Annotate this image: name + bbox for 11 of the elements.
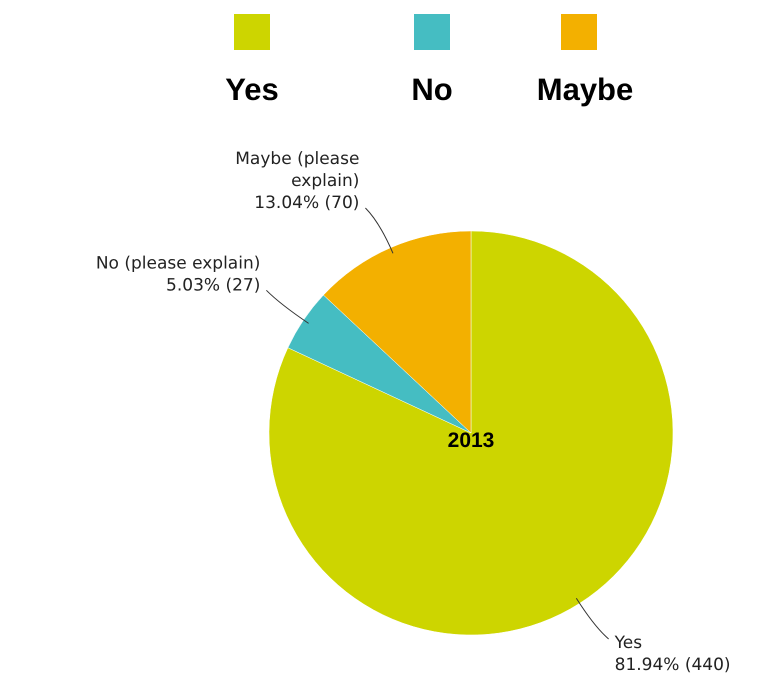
legend-label: Maybe	[536, 72, 634, 107]
pie-slice	[269, 230, 674, 635]
data-label: 81.94% (440)	[614, 655, 731, 675]
slice-label: Yes	[614, 633, 642, 653]
text: 2013	[448, 429, 494, 452]
text: No (please explain)	[96, 253, 260, 274]
text: Maybe (please explain)	[235, 149, 360, 192]
data-label: 5.03% (27)	[166, 275, 260, 296]
legend-label: Yes	[225, 72, 279, 107]
legend-label: No	[411, 72, 453, 107]
data-label: 13.04% (70)	[254, 193, 360, 214]
